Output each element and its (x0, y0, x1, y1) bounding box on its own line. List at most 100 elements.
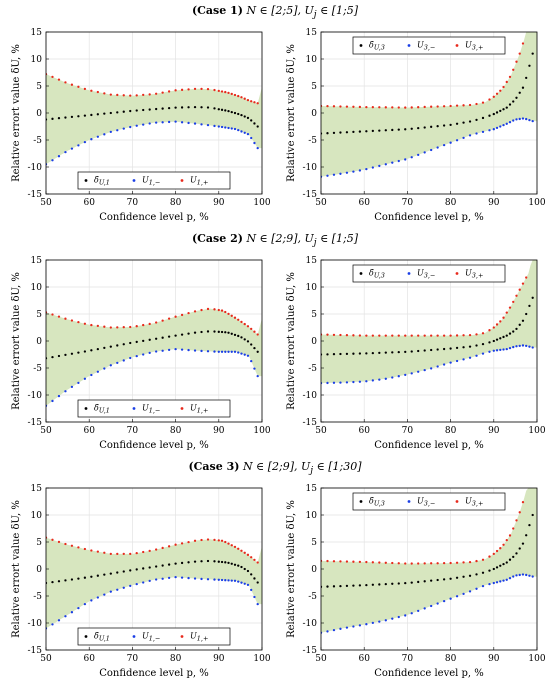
x-tick-label: 90 (488, 426, 500, 436)
lower-bound-point (512, 119, 515, 122)
upper-bound-point (391, 106, 394, 109)
lower-bound-point (155, 121, 158, 124)
mean-point (122, 110, 125, 113)
lower-bound-point (220, 578, 224, 582)
lower-bound-point (528, 574, 531, 577)
mean-point (492, 112, 495, 116)
mean-point (488, 114, 491, 117)
y-tick-label: -15 (303, 418, 318, 428)
mean-point (250, 343, 253, 346)
legend-marker (455, 500, 459, 503)
x-tick-label: 100 (528, 654, 545, 664)
mean-point (339, 131, 342, 134)
upper-bound-point (371, 561, 374, 564)
lower-bound-point (217, 578, 220, 581)
mean-point (475, 344, 478, 347)
legend-marker (84, 179, 88, 182)
lower-bound-point (397, 615, 400, 619)
upper-bound-point (423, 562, 426, 565)
mean-point (90, 349, 93, 352)
mean-point (57, 580, 61, 583)
mean-point (129, 569, 132, 572)
mean-point (135, 340, 138, 344)
lower-bound-point (64, 390, 67, 393)
mean-point (525, 312, 528, 316)
upper-bound-point (109, 93, 112, 96)
lower-bound-point (442, 363, 446, 366)
legend-entry: U3,− (417, 41, 435, 52)
mean-point (430, 348, 433, 352)
upper-bound-point (378, 561, 381, 564)
lower-bound-point (187, 576, 190, 580)
y-axis-label: Relative errort value δU, % (286, 44, 297, 182)
lower-bound-point (220, 125, 224, 129)
legend: δ̃U,3 U3,− U3,+ (352, 264, 506, 283)
mean-point (116, 571, 119, 574)
lower-bound-point (57, 394, 61, 398)
upper-bound-point (96, 550, 99, 553)
lower-bound-point (462, 592, 465, 595)
upper-bound-point (220, 309, 224, 312)
upper-bound-point (77, 85, 80, 88)
lower-bound-point (233, 350, 237, 353)
lower-bound-point (122, 127, 125, 130)
lower-bound-point (481, 352, 485, 355)
lower-bound-point (174, 575, 177, 579)
mean-point (358, 352, 362, 355)
y-tick-label: 15 (306, 484, 318, 494)
upper-bound-point (167, 317, 171, 320)
lower-bound-point (109, 590, 112, 593)
upper-bound-point (64, 317, 67, 320)
upper-bound-point (475, 102, 478, 106)
mean-point (449, 577, 452, 580)
legend-entry: U3,+ (465, 497, 483, 508)
lower-bound-point (391, 161, 394, 164)
panel-case1-left: 50 60 70 80 90 100 -15 -10 -5 0 5 10 15 Confidence le… (0, 24, 275, 230)
upper-bound-point (365, 105, 368, 109)
upper-bound-point (332, 560, 336, 563)
lower-bound-point (449, 597, 452, 600)
mean-point (417, 349, 420, 353)
lower-bound-point (345, 626, 349, 629)
upper-bound-point (417, 334, 420, 337)
mean-point (521, 542, 525, 545)
mean-point (227, 110, 230, 113)
y-tick-label: 10 (306, 55, 318, 65)
mean-point (358, 130, 362, 133)
upper-bound-point (442, 105, 446, 108)
chart-case2-right: 50 60 70 80 90 100 -15 -10 -5 0 5 10 15 Confidence le… (286, 256, 546, 451)
upper-bound-point (224, 90, 227, 94)
upper-bound-point (423, 334, 426, 337)
mean-point (129, 341, 132, 345)
upper-bound-point (217, 539, 220, 542)
mean-point (449, 123, 452, 127)
x-tick-label: 80 (170, 654, 182, 664)
lower-bound-point (397, 159, 400, 163)
mean-point (167, 335, 171, 338)
upper-bound-point (371, 334, 374, 337)
upper-bound-point (455, 334, 459, 337)
upper-bound-point (378, 334, 381, 337)
upper-bound-point (122, 552, 125, 556)
upper-bound-point (243, 97, 246, 100)
mean-point (508, 103, 512, 106)
y-tick-label: 0 (36, 565, 42, 575)
mean-point (518, 547, 521, 550)
mean-point (180, 333, 184, 336)
upper-bound-point (326, 104, 329, 108)
upper-bound-point (449, 104, 452, 108)
upper-bound-point (499, 320, 502, 323)
lower-bound-point (96, 370, 99, 373)
upper-bound-point (436, 562, 439, 565)
mean-point (410, 350, 413, 353)
lower-bound-point (468, 134, 472, 137)
lower-bound-point (155, 578, 158, 581)
upper-bound-point (352, 334, 355, 337)
lower-bound-point (77, 381, 80, 384)
case1-condition-tail: ∈ [1;5] (316, 4, 359, 17)
lower-bound-point (103, 133, 106, 136)
lower-bound-point (515, 345, 518, 348)
legend-entry: δ̃U,1 (94, 632, 110, 643)
upper-bound-point (109, 552, 112, 556)
upper-bound-point (455, 104, 459, 107)
